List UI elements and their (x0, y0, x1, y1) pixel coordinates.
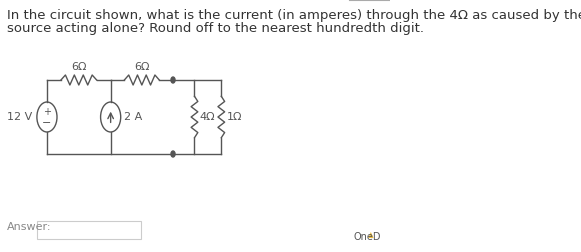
Text: 6Ω: 6Ω (71, 62, 87, 72)
Text: Answer:: Answer: (8, 222, 52, 232)
Text: 2 A: 2 A (124, 112, 142, 122)
Text: OneD: OneD (353, 232, 381, 242)
Text: source acting alone? Round off to the nearest hundredth digit.: source acting alone? Round off to the ne… (8, 22, 424, 35)
Text: 12 V: 12 V (7, 112, 32, 122)
Text: +: + (43, 107, 51, 117)
Circle shape (171, 77, 175, 83)
Polygon shape (368, 232, 374, 238)
Text: 1Ω: 1Ω (227, 112, 242, 122)
FancyBboxPatch shape (37, 221, 141, 239)
Text: −: − (42, 118, 52, 128)
Text: 6Ω: 6Ω (134, 62, 149, 72)
Text: In the circuit shown, what is the current (in amperes) through the 4Ω as caused : In the circuit shown, what is the curren… (8, 9, 581, 22)
Circle shape (171, 151, 175, 157)
Text: 4Ω: 4Ω (200, 112, 216, 122)
